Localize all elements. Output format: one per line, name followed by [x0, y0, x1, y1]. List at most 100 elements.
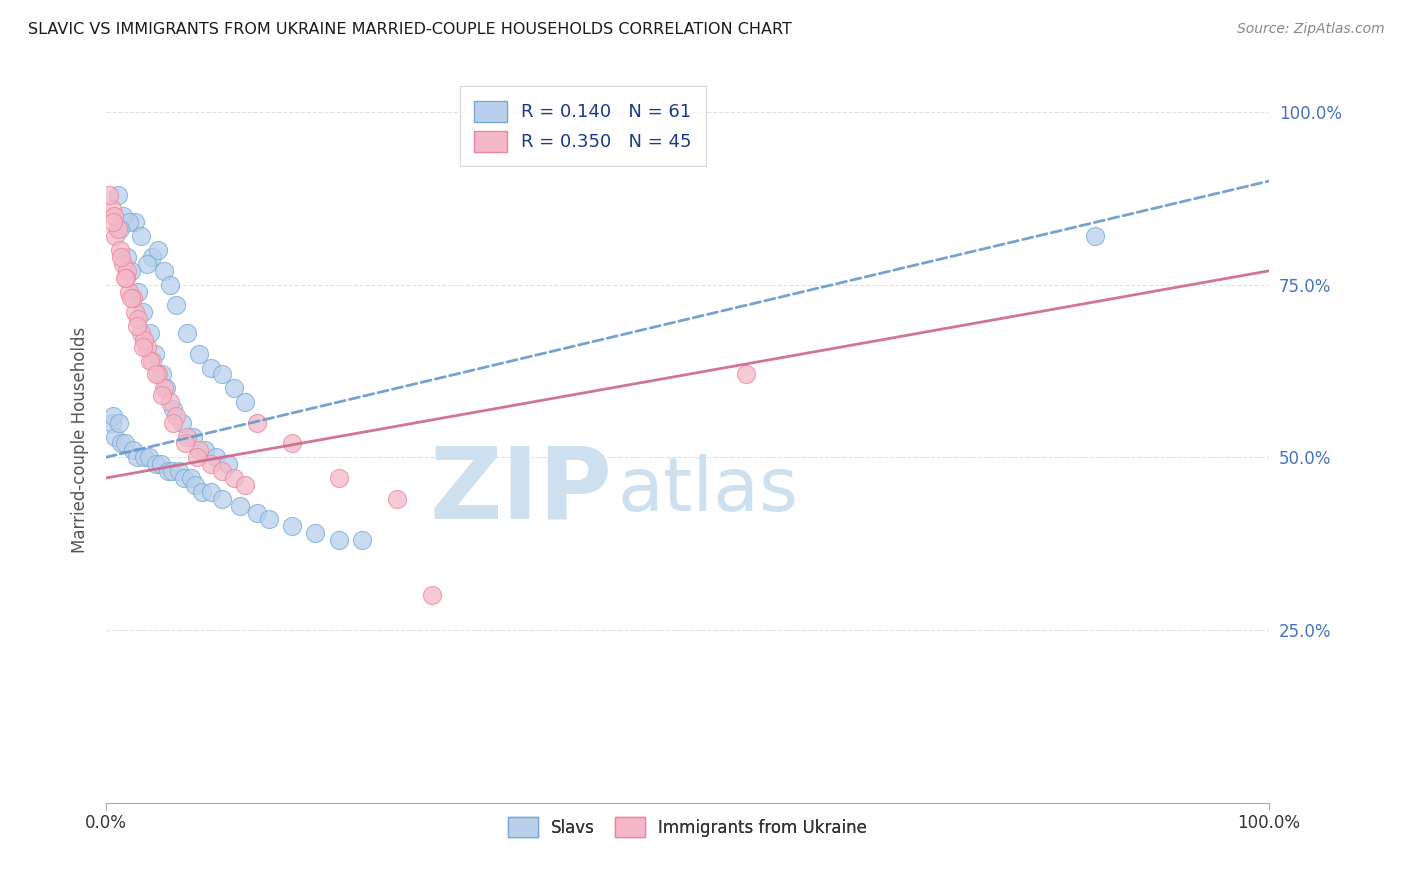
Point: [228, 499, 250, 513]
Point: [101, 215, 124, 229]
Point: [110, 436, 132, 450]
Point: [121, 292, 143, 306]
Point: [156, 464, 179, 478]
Point: [145, 457, 167, 471]
Point: [118, 215, 141, 229]
Point: [138, 450, 160, 465]
Point: [127, 319, 149, 334]
Point: [114, 270, 136, 285]
Point: [115, 250, 138, 264]
Point: [148, 243, 170, 257]
Point: [217, 457, 239, 471]
Point: [246, 506, 269, 520]
Point: [173, 471, 195, 485]
Point: [162, 401, 184, 416]
Text: atlas: atlas: [617, 454, 799, 527]
Point: [129, 326, 152, 340]
Point: [98, 187, 121, 202]
Point: [108, 222, 131, 236]
Point: [100, 202, 122, 216]
Point: [110, 250, 132, 264]
Point: [127, 450, 149, 465]
Point: [150, 388, 173, 402]
Point: [167, 464, 190, 478]
Point: [174, 436, 197, 450]
Point: [235, 478, 257, 492]
Text: ZIP: ZIP: [429, 442, 612, 540]
Point: [121, 292, 143, 306]
Point: [200, 360, 222, 375]
Point: [145, 368, 167, 382]
Point: [304, 526, 326, 541]
Point: [734, 368, 756, 382]
Point: [153, 381, 176, 395]
Point: [134, 333, 156, 347]
Point: [184, 478, 207, 492]
Point: [150, 368, 173, 382]
Point: [101, 409, 124, 423]
Point: [103, 209, 125, 223]
Point: [188, 347, 211, 361]
Point: [141, 250, 163, 264]
Point: [162, 416, 184, 430]
Point: [385, 491, 408, 506]
Point: [176, 326, 198, 340]
Point: [107, 187, 129, 202]
Point: [222, 381, 245, 395]
Y-axis label: Married-couple Households: Married-couple Households: [72, 326, 89, 553]
Point: [134, 450, 156, 465]
Point: [135, 257, 157, 271]
Point: [211, 491, 233, 506]
Point: [104, 429, 127, 443]
Point: [194, 443, 217, 458]
Point: [205, 450, 228, 465]
Point: [159, 395, 181, 409]
Point: [104, 229, 127, 244]
Point: [1084, 229, 1107, 244]
Point: [180, 471, 202, 485]
Point: [124, 305, 146, 319]
Point: [100, 416, 122, 430]
Point: [107, 416, 129, 430]
Point: [186, 450, 208, 465]
Point: [139, 326, 162, 340]
Point: [118, 285, 141, 299]
Point: [420, 588, 443, 602]
Point: [176, 429, 198, 443]
Point: [148, 368, 170, 382]
Point: [281, 436, 304, 450]
Point: [127, 285, 149, 299]
Point: [181, 429, 204, 443]
Point: [246, 416, 269, 430]
Point: [165, 409, 187, 423]
Point: [165, 298, 187, 312]
Legend: Slavs, Immigrants from Ukraine: Slavs, Immigrants from Ukraine: [499, 809, 876, 845]
Point: [121, 443, 143, 458]
Point: [132, 340, 155, 354]
Point: [159, 277, 181, 292]
Point: [112, 257, 135, 271]
Point: [107, 222, 129, 236]
Point: [211, 368, 233, 382]
Point: [222, 471, 245, 485]
Point: [200, 484, 222, 499]
Point: [127, 312, 149, 326]
Point: [188, 443, 211, 458]
Point: [211, 464, 233, 478]
Point: [143, 347, 166, 361]
Point: [160, 464, 183, 478]
Point: [155, 381, 177, 395]
Point: [153, 264, 176, 278]
Point: [170, 416, 193, 430]
Point: [281, 519, 304, 533]
Point: [350, 533, 373, 548]
Point: [112, 209, 135, 223]
Point: [114, 270, 136, 285]
Point: [135, 340, 157, 354]
Point: [149, 457, 172, 471]
Point: [129, 229, 152, 244]
Point: [124, 215, 146, 229]
Point: [108, 243, 131, 257]
Point: [235, 395, 257, 409]
Text: Source: ZipAtlas.com: Source: ZipAtlas.com: [1237, 22, 1385, 37]
